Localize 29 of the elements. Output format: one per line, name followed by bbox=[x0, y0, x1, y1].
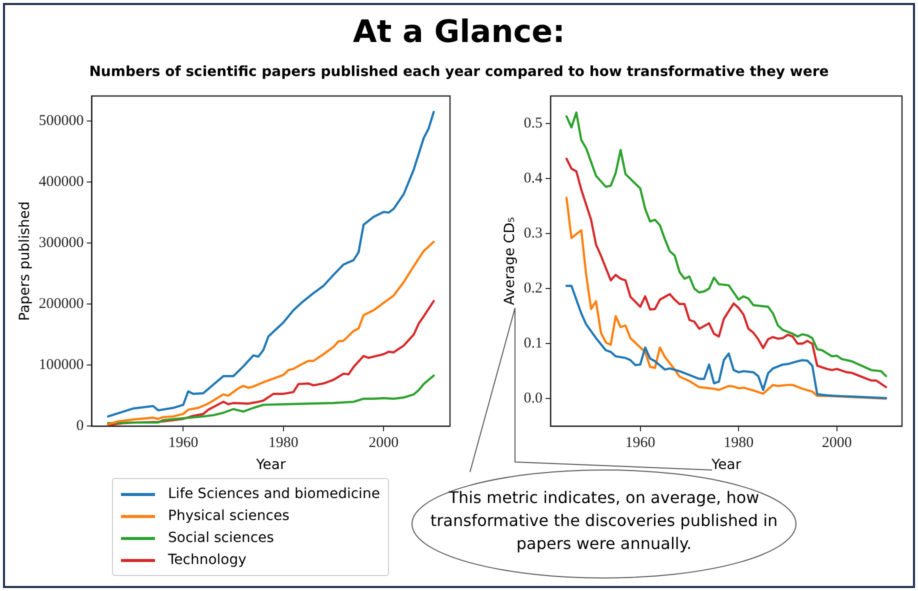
legend-label: Physical sciences bbox=[168, 508, 290, 524]
y-axis-title: Average CD₅ bbox=[502, 217, 518, 306]
y-tick-label: 0.3 bbox=[524, 226, 543, 242]
x-tick-label: 2000 bbox=[822, 435, 852, 452]
legend-label: Social sciences bbox=[168, 530, 274, 546]
x-tick-label: 1980 bbox=[724, 435, 754, 452]
y-tick-label: 0.5 bbox=[524, 115, 543, 132]
chart-subtitle: Numbers of scientific papers published each year compared to how transformative they were bbox=[88, 64, 830, 80]
y-tick-label: 500000 bbox=[38, 112, 84, 129]
y-tick-label: 300000 bbox=[38, 235, 84, 252]
legend-label: Technology bbox=[168, 552, 246, 568]
y-tick-label: 0.1 bbox=[524, 336, 543, 352]
chart-title: At a Glance: bbox=[352, 14, 566, 50]
x-tick-label: 1980 bbox=[268, 435, 298, 452]
y-tick-label: 200000 bbox=[38, 296, 84, 312]
legend-label: Life Sciences and biomedicine bbox=[168, 486, 380, 502]
y-tick-label: 0 bbox=[76, 418, 84, 434]
y-axis-title: Papers published bbox=[17, 201, 34, 321]
x-tick-label: 1960 bbox=[625, 435, 656, 452]
text: This metric indicates, on average, how transformative the discoveries published in papers were annually. bbox=[429, 487, 779, 555]
y-tick-label: 0.4 bbox=[524, 170, 544, 186]
y-tick-label: 400000 bbox=[38, 174, 84, 190]
x-tick-label: 1960 bbox=[168, 435, 198, 452]
y-tick-label: 0.2 bbox=[524, 280, 543, 297]
x-tick-label: 2000 bbox=[368, 435, 399, 452]
x-axis-title: Year bbox=[255, 457, 286, 474]
x-axis-title: Year bbox=[710, 457, 742, 474]
y-tick-label: 0.0 bbox=[524, 390, 543, 407]
y-tick-label: 100000 bbox=[38, 357, 84, 374]
